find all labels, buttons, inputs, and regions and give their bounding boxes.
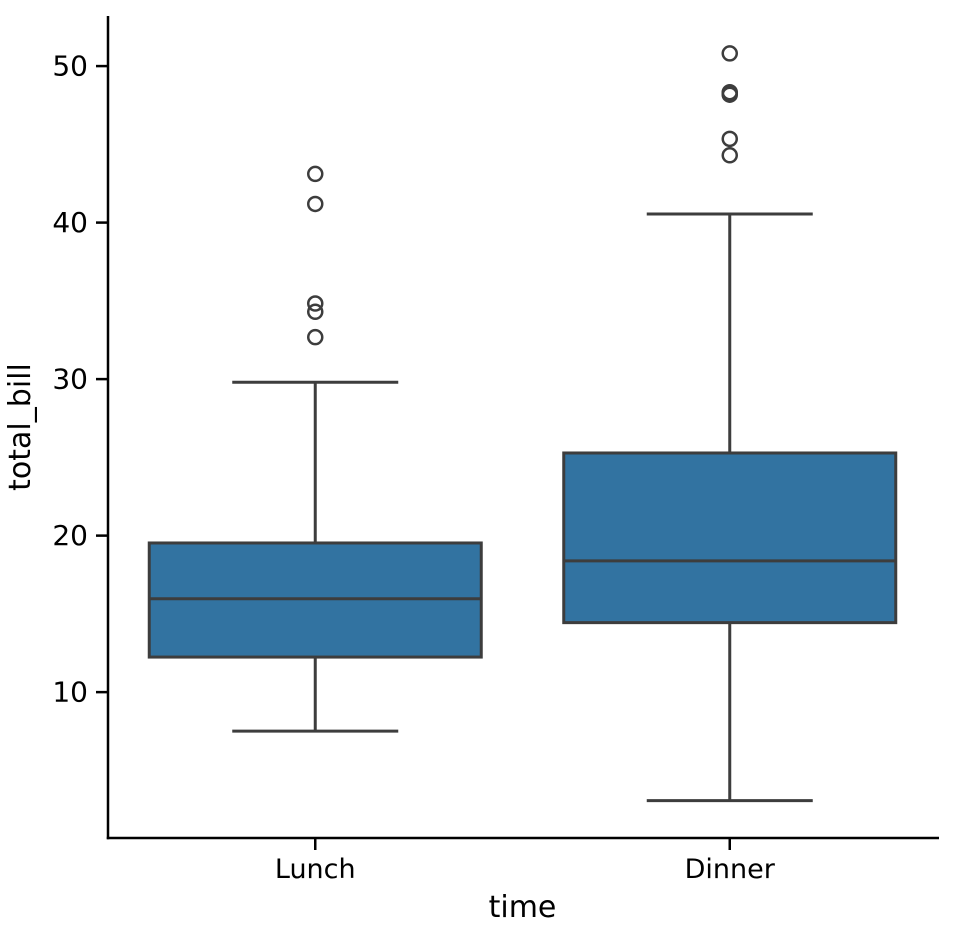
y-tick-label: 50 [52,50,88,83]
y-axis-label: total_bill [3,363,38,491]
y-tick-label: 10 [52,676,88,709]
x-axis-label: time [489,890,557,925]
outlier-point-lunch [307,328,324,346]
y-tick-label: 30 [52,363,88,396]
x-tick-label-lunch: Lunch [275,854,356,885]
box-dinner [562,451,898,625]
outlier-point-lunch [307,165,324,183]
y-tick-label: 40 [52,206,88,239]
outlier-point-dinner [721,83,738,101]
outlier-point-lunch [307,195,324,213]
outlier-point-dinner [721,45,738,62]
outlier-point-dinner [721,130,738,148]
outlier-point-dinner [721,147,738,164]
outlier-point-lunch [307,303,324,321]
x-tick-label-dinner: Dinner [685,854,776,885]
y-tick-label: 20 [52,519,88,552]
outlier-point-lunch [307,295,324,312]
